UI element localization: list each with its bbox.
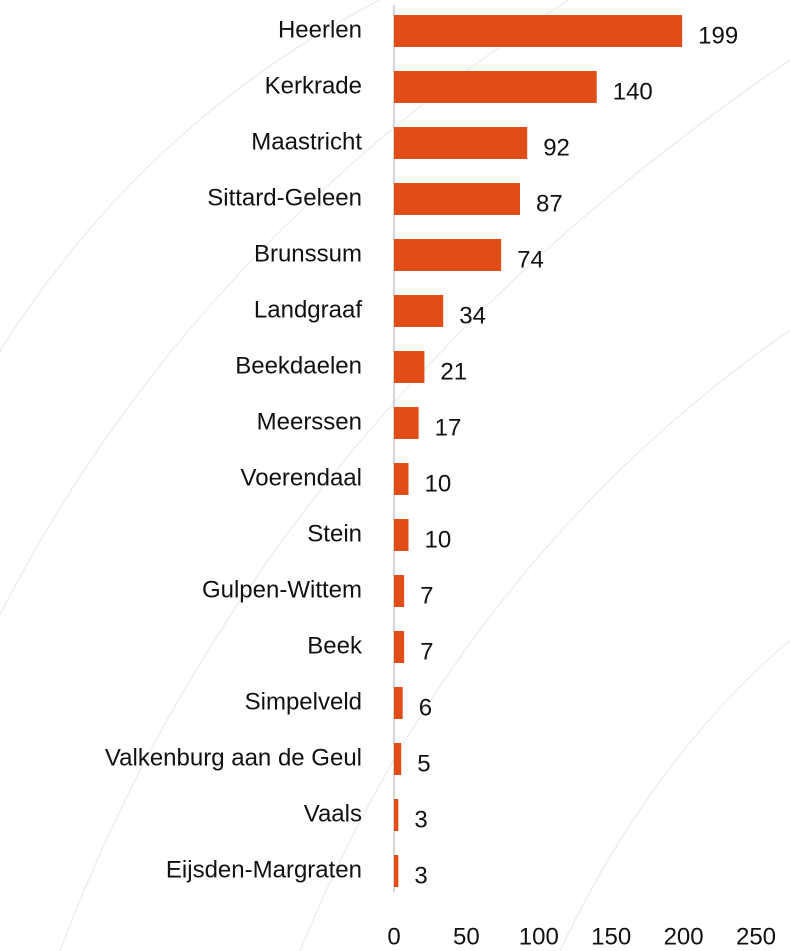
category-label: Valkenburg aan de Geul (105, 744, 362, 771)
bar (394, 575, 405, 607)
bar (394, 519, 409, 551)
bar (394, 15, 683, 47)
category-label: Beekdaelen (235, 352, 362, 379)
value-label: 10 (424, 470, 451, 497)
value-label: 21 (440, 358, 467, 385)
value-label: 5 (417, 750, 430, 777)
bar (394, 687, 403, 719)
bar (394, 463, 409, 495)
x-tick-label: 0 (387, 923, 400, 950)
value-label: 199 (698, 22, 738, 49)
category-label: Beek (307, 632, 363, 659)
bar (394, 799, 399, 831)
value-label: 74 (517, 246, 544, 273)
bar (394, 743, 402, 775)
value-label: 3 (414, 862, 427, 889)
bar (394, 295, 444, 327)
category-label: Brunssum (254, 240, 362, 267)
value-label: 10 (424, 526, 451, 553)
category-label: Landgraaf (254, 296, 362, 323)
category-label: Meerssen (257, 408, 362, 435)
value-label: 7 (420, 582, 433, 609)
x-tick-label: 50 (453, 923, 480, 950)
category-label: Stein (307, 520, 362, 547)
bar (394, 127, 528, 159)
x-tick-label: 100 (519, 923, 559, 950)
value-label: 3 (414, 806, 427, 833)
value-label: 92 (543, 134, 570, 161)
bar (394, 239, 502, 271)
value-label: 87 (536, 190, 563, 217)
value-label: 140 (613, 78, 653, 105)
category-label: Simpelveld (245, 688, 362, 715)
bar (394, 351, 425, 383)
bar (394, 71, 597, 103)
category-label: Maastricht (251, 128, 362, 155)
category-label: Voerendaal (241, 464, 362, 491)
category-label: Sittard-Geleen (207, 184, 362, 211)
value-label: 7 (420, 638, 433, 665)
bar (394, 855, 399, 887)
category-label: Vaals (304, 800, 362, 827)
category-label: Kerkrade (265, 72, 362, 99)
bar (394, 183, 520, 215)
x-tick-label: 200 (664, 923, 704, 950)
category-label: Heerlen (278, 16, 362, 43)
category-label: Gulpen-Wittem (202, 576, 362, 603)
category-label: Eijsden-Margraten (166, 856, 362, 883)
bar (394, 407, 419, 439)
bar (394, 631, 405, 663)
value-label: 34 (459, 302, 486, 329)
value-label: 17 (435, 414, 462, 441)
value-label: 6 (419, 694, 432, 721)
x-tick-label: 250 (736, 923, 776, 950)
x-tick-label: 150 (591, 923, 631, 950)
